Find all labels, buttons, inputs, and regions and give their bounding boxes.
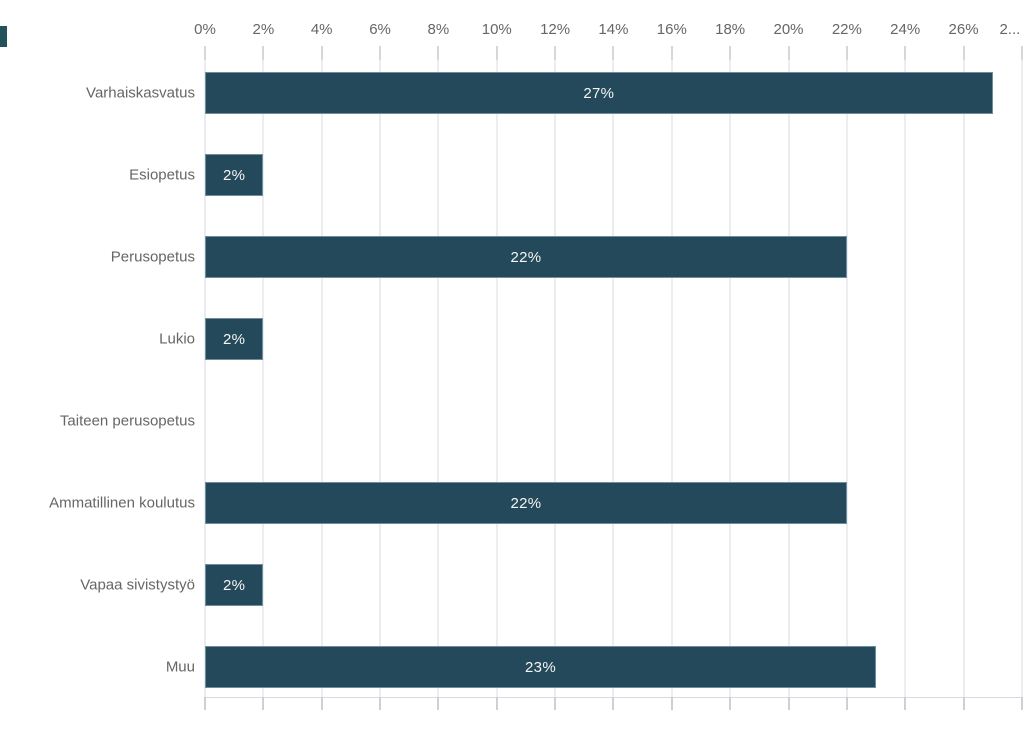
category-label: Vapaa sivistystyö — [80, 576, 195, 594]
x-axis-tick-label: 16% — [656, 21, 687, 38]
category-label: Taiteen perusopetus — [59, 412, 195, 430]
gridline — [554, 46, 557, 697]
bottom-tick — [437, 697, 440, 710]
x-axis-tick-label: 18% — [715, 21, 746, 38]
bar: 2% — [205, 564, 264, 606]
gridline — [262, 46, 265, 697]
top-tick — [729, 46, 732, 60]
bar-value-label: 22% — [510, 248, 542, 266]
bottom-tick — [612, 697, 615, 710]
bottom-tick — [1020, 697, 1023, 710]
bottom-tick — [670, 697, 673, 710]
gridline — [845, 46, 848, 697]
bar-value-label: 27% — [583, 84, 615, 102]
bar: 27% — [205, 72, 993, 114]
x-axis-tick-label: 26% — [948, 21, 979, 38]
bottom-tick — [729, 697, 732, 710]
top-tick — [1020, 46, 1023, 60]
top-tick — [554, 46, 557, 60]
bottom-tick — [379, 697, 382, 710]
top-tick — [379, 46, 382, 60]
category-label: Ammatillinen koulutus — [49, 494, 195, 512]
bar: 23% — [205, 646, 877, 688]
category-label: Perusopetus — [110, 248, 195, 266]
x-axis-tick-label: 2% — [252, 21, 275, 38]
bar-value-label: 23% — [525, 658, 556, 676]
bottom-tick — [495, 697, 498, 710]
x-axis-tick-label: 10% — [481, 21, 512, 38]
top-tick — [787, 46, 790, 60]
gridline — [437, 46, 440, 697]
gridline — [962, 46, 965, 697]
category-label: Esiopetus — [129, 166, 195, 184]
bar-value-label: 2% — [223, 330, 246, 348]
bottom-tick — [554, 697, 557, 710]
gridline — [495, 46, 498, 697]
bar-value-label: 2% — [223, 166, 246, 184]
category-label: Lukio — [159, 330, 195, 348]
x-axis-tick-label: 0% — [194, 21, 216, 38]
top-tick — [262, 46, 265, 60]
x-axis-tick-label: 14% — [598, 21, 629, 38]
bottom-tick — [904, 697, 907, 710]
x-axis-tick-label: 24% — [890, 21, 921, 38]
gridline — [1020, 46, 1023, 697]
gridline — [320, 46, 323, 697]
top-tick — [495, 46, 498, 60]
gridline — [204, 46, 206, 697]
left-edge-artifact — [0, 26, 7, 47]
top-tick — [204, 46, 206, 60]
category-label: Varhaiskasvatus — [86, 84, 195, 102]
bar-value-label: 22% — [510, 494, 542, 512]
top-tick — [670, 46, 673, 60]
top-tick — [612, 46, 615, 60]
bottom-tick — [320, 697, 323, 710]
top-tick — [320, 46, 323, 60]
bar: 22% — [205, 482, 847, 524]
gridline — [670, 46, 673, 697]
x-axis-tick-label: 4% — [310, 21, 333, 38]
x-axis-tick-label: 22% — [831, 21, 862, 38]
bar: 2% — [205, 154, 264, 196]
top-tick — [845, 46, 848, 60]
x-axis-tick-label: 2... — [999, 21, 1021, 38]
bar: 2% — [205, 318, 264, 360]
bar-value-label: 2% — [223, 576, 246, 594]
top-tick — [437, 46, 440, 60]
bar: 22% — [205, 236, 847, 278]
bottom-tick — [262, 697, 265, 710]
x-axis-tick-label: 20% — [773, 21, 804, 38]
bottom-tick — [204, 697, 206, 710]
top-tick — [962, 46, 965, 60]
gridline — [379, 46, 382, 697]
bottom-tick — [962, 697, 965, 710]
x-axis-tick-label: 6% — [369, 21, 391, 38]
bottom-tick — [787, 697, 790, 710]
bottom-tick — [845, 697, 848, 710]
category-label: Muu — [165, 658, 195, 676]
top-tick — [904, 46, 907, 60]
gridline — [904, 46, 907, 697]
gridline — [729, 46, 732, 697]
gridline — [787, 46, 790, 697]
x-axis-tick-label: 12% — [540, 21, 571, 38]
gridline — [612, 46, 615, 697]
x-axis-tick-label: 8% — [427, 21, 450, 38]
